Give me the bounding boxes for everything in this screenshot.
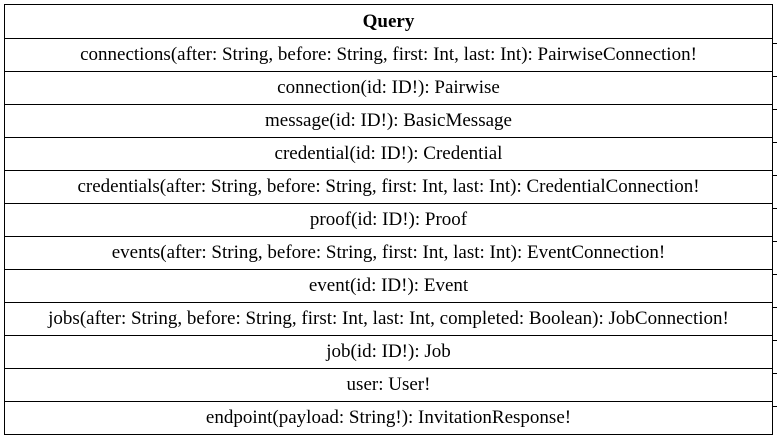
field-proof: proof(id: ID!): Proof xyxy=(5,203,772,236)
edge-connector-tick xyxy=(773,340,777,341)
edge-connector-tick xyxy=(773,208,777,209)
field-user: user: User! xyxy=(5,368,772,401)
edge-connector-tick xyxy=(773,406,777,407)
field-message: message(id: ID!): BasicMessage xyxy=(5,104,772,137)
field-jobs: jobs(after: String, before: String, firs… xyxy=(5,302,772,335)
query-entity-box: Query connections(after: String, before:… xyxy=(4,4,773,435)
edge-connector-tick xyxy=(773,109,777,110)
edge-connector-tick xyxy=(773,76,777,77)
field-connection: connection(id: ID!): Pairwise xyxy=(5,71,772,104)
field-connections: connections(after: String, before: Strin… xyxy=(5,38,772,71)
field-credentials: credentials(after: String, before: Strin… xyxy=(5,170,772,203)
edge-connector-tick xyxy=(773,274,777,275)
edge-connector-tick xyxy=(773,142,777,143)
field-credential: credential(id: ID!): Credential xyxy=(5,137,772,170)
field-endpoint: endpoint(payload: String!): InvitationRe… xyxy=(5,401,772,434)
edge-connector-tick xyxy=(773,175,777,176)
edge-connector-ticks xyxy=(773,4,777,435)
entity-title: Query xyxy=(362,10,415,32)
field-job: job(id: ID!): Job xyxy=(5,335,772,368)
field-events: events(after: String, before: String, fi… xyxy=(5,236,772,269)
edge-connector-tick xyxy=(773,307,777,308)
field-event: event(id: ID!): Event xyxy=(5,269,772,302)
edge-connector-tick xyxy=(773,373,777,374)
edge-connector-tick xyxy=(773,43,777,44)
edge-connector-tick xyxy=(773,241,777,242)
